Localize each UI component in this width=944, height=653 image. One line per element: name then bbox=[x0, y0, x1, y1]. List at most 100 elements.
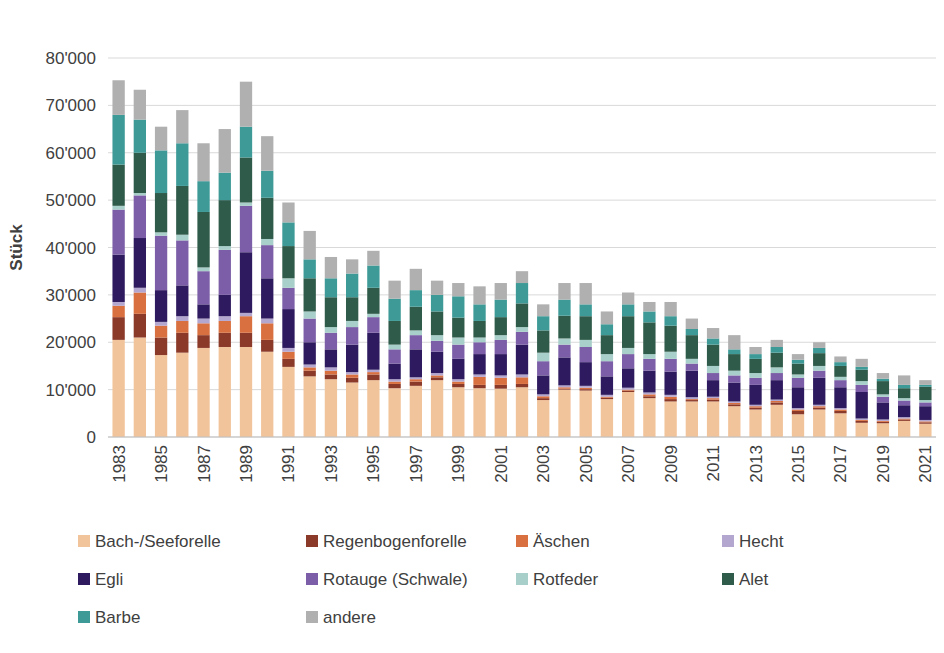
bar-segment bbox=[580, 391, 592, 437]
legend-swatch bbox=[722, 573, 734, 585]
grid-line bbox=[108, 58, 936, 59]
bar-segment bbox=[261, 245, 273, 278]
bar-segment bbox=[728, 401, 740, 402]
bar-segment bbox=[728, 383, 740, 402]
bar-segment bbox=[325, 278, 337, 297]
bar-segment bbox=[197, 319, 209, 324]
bar-segment bbox=[856, 419, 868, 420]
bar-segment bbox=[601, 335, 613, 354]
bar-segment bbox=[537, 304, 549, 316]
bar-segment bbox=[558, 338, 570, 344]
y-tick-label: 20'000 bbox=[45, 333, 96, 352]
bar-segment bbox=[898, 398, 910, 400]
bar-segment bbox=[537, 398, 549, 400]
bar-segment bbox=[749, 347, 761, 354]
bar-segment bbox=[622, 316, 634, 348]
bar-segment bbox=[813, 408, 825, 410]
x-tick-label: 2021 bbox=[916, 445, 935, 483]
bar-segment bbox=[580, 340, 592, 347]
bar-segment bbox=[558, 283, 570, 300]
bar-segment bbox=[367, 314, 379, 317]
legend-swatch bbox=[306, 535, 318, 547]
x-tick-label: 1991 bbox=[279, 445, 298, 483]
bar-segment bbox=[856, 367, 868, 370]
legend-label: Barbe bbox=[95, 608, 140, 627]
bar-segment bbox=[473, 374, 485, 376]
bar-segment bbox=[495, 389, 507, 437]
bar-segment bbox=[813, 378, 825, 405]
bar-segment bbox=[558, 300, 570, 316]
bar-segment bbox=[580, 304, 592, 316]
bar-segment bbox=[176, 110, 188, 143]
grid-line bbox=[108, 437, 936, 438]
bar-segment bbox=[304, 371, 316, 377]
bar-segment bbox=[410, 382, 422, 386]
grid-line bbox=[108, 152, 936, 153]
x-tick-label: 1997 bbox=[407, 445, 426, 483]
bar-segment bbox=[792, 408, 804, 409]
bar-segment bbox=[686, 401, 698, 437]
bar-segment bbox=[325, 327, 337, 333]
bar-segment bbox=[728, 354, 740, 371]
bar-segment bbox=[877, 397, 889, 403]
bar-segment bbox=[176, 143, 188, 186]
bar-segment bbox=[643, 392, 655, 394]
bar-segment bbox=[240, 252, 252, 313]
bar-segment bbox=[346, 327, 358, 345]
bar-segment bbox=[664, 359, 676, 372]
bar-segment bbox=[771, 347, 783, 353]
bar-segment bbox=[728, 371, 740, 376]
bar-segment bbox=[686, 359, 698, 364]
bar-segment bbox=[622, 368, 634, 387]
bar-segment bbox=[580, 389, 592, 390]
bar-segment bbox=[664, 397, 676, 399]
bar-segment bbox=[388, 349, 400, 363]
bar-segment bbox=[643, 398, 655, 437]
bar-segment bbox=[304, 376, 316, 437]
bar-segment bbox=[197, 267, 209, 271]
bar-segment bbox=[516, 345, 528, 375]
bar-segment bbox=[643, 302, 655, 311]
bar-segment bbox=[601, 354, 613, 361]
bar-segment bbox=[834, 413, 846, 437]
bar-segment bbox=[431, 281, 443, 295]
bar-segment bbox=[473, 377, 485, 385]
bar-segment bbox=[792, 374, 804, 377]
legend-label: Alet bbox=[739, 570, 769, 589]
bar-segment bbox=[155, 127, 167, 151]
bar-segment bbox=[197, 304, 209, 318]
bar-segment bbox=[219, 200, 231, 246]
legend-label: Bach-/Seeforelle bbox=[95, 532, 221, 551]
x-tick-label: 2019 bbox=[874, 445, 893, 483]
bar-segment bbox=[176, 321, 188, 333]
legend-swatch bbox=[78, 535, 90, 547]
bar-segment bbox=[898, 421, 910, 437]
bar-segment bbox=[834, 356, 846, 362]
legend-swatch bbox=[306, 573, 318, 585]
bar-segment bbox=[877, 420, 889, 422]
bar-segment bbox=[516, 283, 528, 303]
bar-segment bbox=[197, 143, 209, 181]
legend-label: Äschen bbox=[533, 532, 590, 551]
bar-segment bbox=[452, 296, 464, 317]
bar-segment bbox=[325, 367, 337, 370]
bar-segment bbox=[282, 352, 294, 359]
bar-segment bbox=[452, 318, 464, 338]
bar-segment bbox=[346, 321, 358, 327]
bar-segment bbox=[877, 422, 889, 423]
bar-segment bbox=[134, 293, 146, 314]
bar-segment bbox=[452, 384, 464, 387]
legend-swatch bbox=[78, 573, 90, 585]
bar-segment bbox=[686, 329, 698, 335]
bar-segment bbox=[728, 403, 740, 404]
legend-label: andere bbox=[323, 608, 376, 627]
bar-segment bbox=[537, 353, 549, 362]
bar-segment bbox=[495, 375, 507, 377]
bar-segment bbox=[176, 316, 188, 321]
bar-segment bbox=[431, 335, 443, 341]
chart: 010'00020'00030'00040'00050'00060'00070'… bbox=[0, 0, 944, 653]
bar-segment bbox=[134, 193, 146, 195]
bar-segment bbox=[176, 235, 188, 241]
bar-segment bbox=[707, 373, 719, 380]
bar-segment bbox=[919, 421, 931, 423]
